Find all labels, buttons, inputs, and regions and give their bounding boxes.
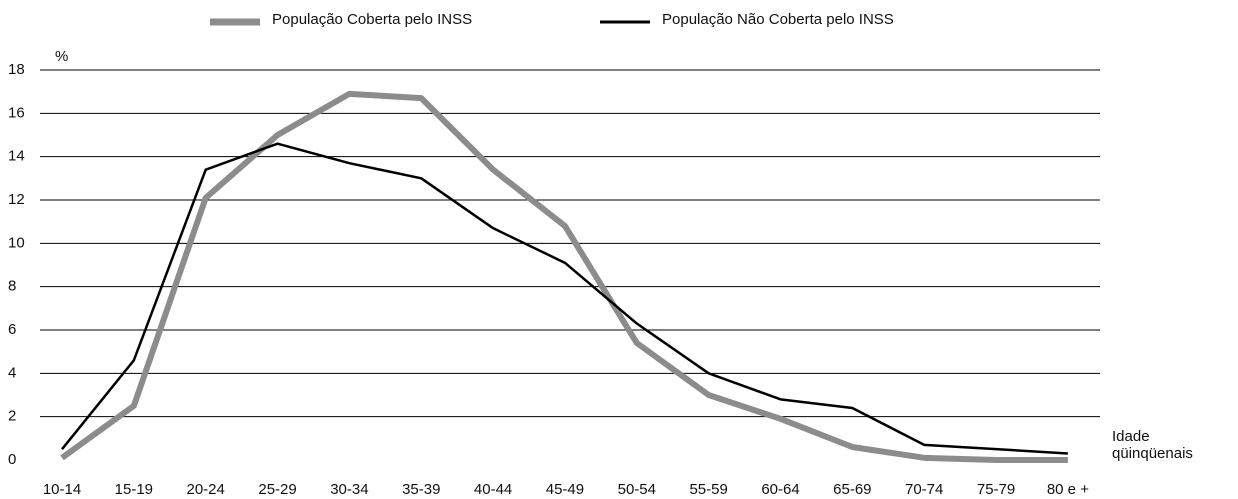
x-tick-label: 15-19 [115,481,153,498]
x-tick-label: 75-79 [977,481,1015,498]
x-tick-label: 20-24 [187,481,225,498]
x-tick-label: 60-64 [761,481,799,498]
y-tick-label: 6 [8,321,16,338]
legend-label: População Coberta pelo INSS [272,11,472,28]
line-series [61,142,1068,455]
x-tick-label: 35-39 [402,481,440,498]
x-tick-label: 50-54 [618,481,656,498]
y-tick-label: 12 [8,191,25,208]
x-tick-label: 80 e + [1047,481,1089,498]
y-tick-label: 14 [8,148,25,165]
y-tick-label: 4 [8,364,16,381]
x-tick-label: 10-14 [43,481,81,498]
y-tick-label: 2 [8,408,16,425]
y-tick-label: 16 [8,104,25,121]
x-tick-label: 65-69 [833,481,871,498]
y-tick-label: 18 [8,61,25,78]
y-tick-label: 0 [8,451,16,468]
y-tick-label: 10 [8,234,25,251]
y-axis-label: % [55,48,68,65]
x-tick-label: 45-49 [546,481,584,498]
x-tick-label: 30-34 [330,481,368,498]
x-axis-label: Idade qüinqüenais [1112,428,1193,462]
line-series [60,90,1068,463]
x-tick-label: 40-44 [474,481,512,498]
x-tick-label: 25-29 [258,481,296,498]
y-tick-label: 8 [8,278,16,295]
x-tick-label: 55-59 [689,481,727,498]
x-tick-label: 70-74 [905,481,943,498]
legend-label: População Não Coberta pelo INSS [662,11,894,28]
